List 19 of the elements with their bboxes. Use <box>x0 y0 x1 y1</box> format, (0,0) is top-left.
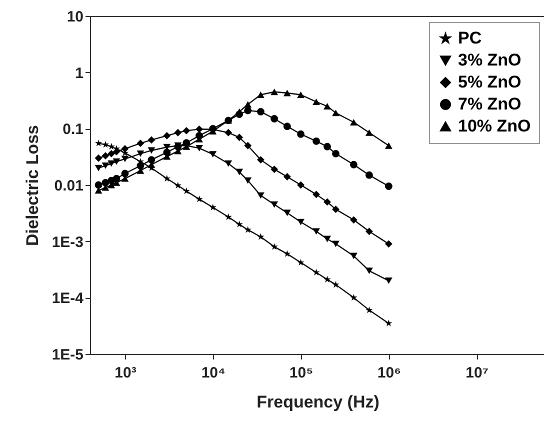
y-tick-label: 1 <box>75 64 84 82</box>
legend-label: 5% ZnO <box>458 72 522 92</box>
y-tick-label: 1E-3 <box>52 234 84 251</box>
x-tick-label: 10⁶ <box>377 364 401 382</box>
y-axis-title: Dielectric Loss <box>22 125 42 246</box>
y-tick-label: 0.1 <box>62 121 84 138</box>
legend-label: 10% ZnO <box>458 116 531 136</box>
x-axis-title: Frequency (Hz) <box>256 392 380 412</box>
legend-label: PC <box>458 28 482 48</box>
y-tick-label: 0.01 <box>54 178 84 194</box>
y-tick-label: 10 <box>66 8 84 26</box>
x-tick-label: 10³ <box>114 364 136 382</box>
legend-label: 7% ZnO <box>458 94 522 114</box>
x-tick-label: 10⁴ <box>201 364 226 382</box>
legend-label: 3% ZnO <box>458 50 522 70</box>
x-tick-label: 10⁷ <box>466 364 489 382</box>
y-tick-label: 1E-5 <box>52 346 84 364</box>
y-tick-label: 1E-4 <box>52 290 84 308</box>
x-tick-label: 10⁵ <box>289 364 314 382</box>
